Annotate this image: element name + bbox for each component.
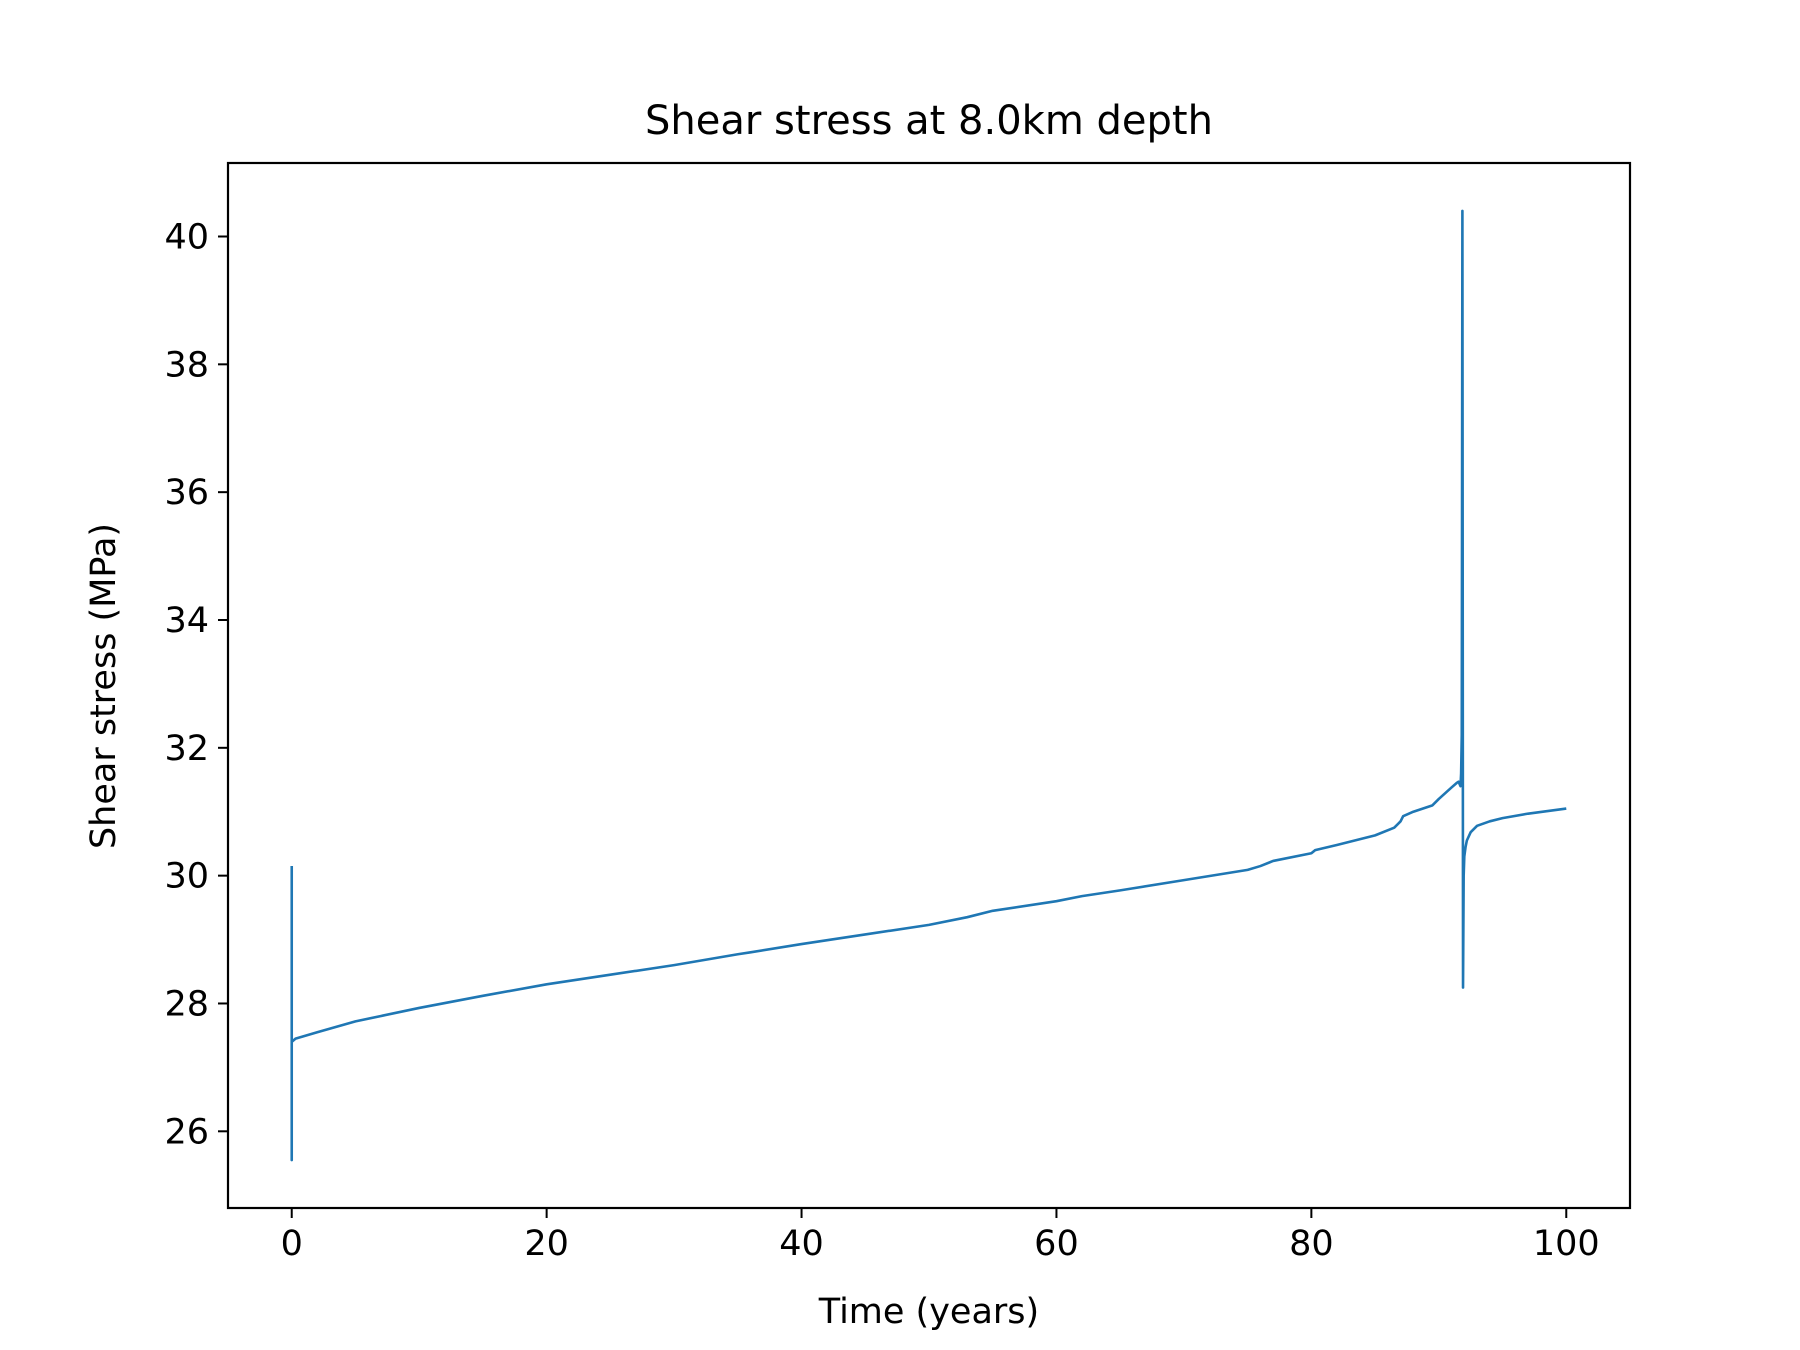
y-tick-label: 30 <box>164 857 209 897</box>
y-axis: 26 28 30 32 34 36 38 40 <box>164 218 228 1152</box>
chart-title: Shear stress at 8.0km depth <box>645 98 1213 144</box>
y-tick-label: 34 <box>164 601 209 641</box>
series-line-1 <box>290 209 1567 1162</box>
y-tick-label: 26 <box>164 1112 209 1152</box>
plot-area <box>290 209 1567 1162</box>
x-tick-label: 80 <box>1289 1224 1334 1264</box>
axes-frame <box>226 161 1632 1210</box>
y-tick-label: 38 <box>164 345 209 385</box>
x-tick-label: 0 <box>281 1224 303 1264</box>
y-tick-label: 40 <box>164 218 209 258</box>
y-tick-label: 36 <box>164 473 209 513</box>
y-axis-label: Shear stress (MPa) <box>84 523 124 849</box>
x-tick-label: 100 <box>1533 1224 1600 1264</box>
y-tick-label: 32 <box>164 729 209 769</box>
x-axis: 0 20 40 60 80 100 <box>281 1208 1600 1264</box>
x-axis-label: Time (years) <box>818 1292 1039 1332</box>
x-tick-label: 20 <box>524 1224 569 1264</box>
y-tick-label: 28 <box>164 984 209 1024</box>
x-tick-label: 60 <box>1034 1224 1079 1264</box>
x-tick-label: 40 <box>779 1224 824 1264</box>
